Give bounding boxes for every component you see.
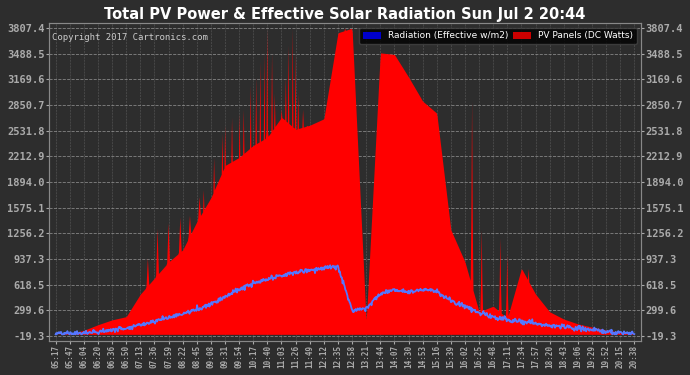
Legend: Radiation (Effective w/m2), PV Panels (DC Watts): Radiation (Effective w/m2), PV Panels (D…: [359, 28, 637, 44]
Text: Copyright 2017 Cartronics.com: Copyright 2017 Cartronics.com: [52, 33, 208, 42]
Title: Total PV Power & Effective Solar Radiation Sun Jul 2 20:44: Total PV Power & Effective Solar Radiati…: [104, 7, 586, 22]
